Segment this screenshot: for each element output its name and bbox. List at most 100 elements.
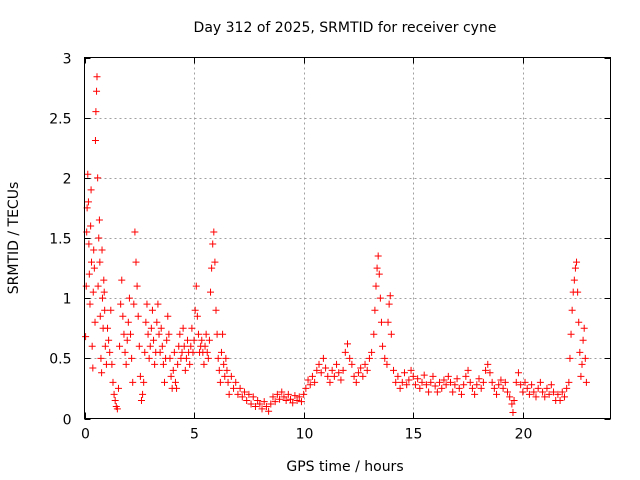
- data-point: [97, 354, 105, 362]
- data-point: [488, 378, 496, 386]
- data-point: [477, 384, 485, 392]
- data-point: [348, 360, 356, 368]
- data-point: [87, 222, 95, 230]
- data-point: [503, 388, 511, 396]
- data-point: [368, 348, 376, 356]
- data-point: [192, 282, 200, 290]
- data-point: [525, 390, 533, 398]
- data-point: [431, 382, 439, 390]
- data-point: [155, 330, 163, 338]
- data-point: [453, 375, 461, 383]
- data-point: [293, 396, 301, 404]
- data-point: [232, 378, 240, 386]
- data-point: [575, 318, 583, 326]
- data-point: [212, 306, 220, 314]
- data-point: [88, 342, 96, 350]
- data-point: [114, 384, 122, 392]
- data-point: [164, 312, 172, 320]
- data-point: [223, 366, 231, 374]
- data-point: [282, 396, 290, 404]
- data-point: [372, 282, 380, 290]
- data-point: [471, 390, 479, 398]
- data-point: [394, 372, 402, 380]
- data-point: [96, 258, 104, 266]
- data-point: [464, 366, 472, 374]
- data-point: [134, 312, 142, 320]
- y-tick-label: 0: [63, 413, 72, 429]
- data-point: [580, 324, 588, 332]
- data-point: [225, 390, 233, 398]
- data-point: [304, 376, 312, 384]
- data-point: [563, 384, 571, 392]
- x-axis-title: GPS time / hours: [286, 459, 403, 475]
- data-point: [574, 288, 582, 296]
- data-point: [300, 390, 308, 398]
- data-point: [328, 366, 336, 374]
- data-point: [390, 366, 398, 374]
- data-point: [118, 276, 126, 284]
- y-axis-title: SRMTID / TECUs: [6, 182, 22, 295]
- x-tick-label: 20: [515, 427, 533, 443]
- data-point: [337, 376, 345, 384]
- data-point: [271, 398, 279, 406]
- data-point: [194, 330, 202, 338]
- data-point: [150, 336, 158, 344]
- data-point: [148, 306, 156, 314]
- data-point: [167, 372, 175, 380]
- data-point: [87, 186, 95, 194]
- data-point: [101, 342, 109, 350]
- data-point: [90, 246, 98, 254]
- data-point: [171, 378, 179, 386]
- data-point: [131, 228, 139, 236]
- data-point: [335, 369, 343, 377]
- data-point: [127, 330, 135, 338]
- data-point: [132, 258, 140, 266]
- data-point: [420, 371, 428, 379]
- data-point: [409, 372, 417, 380]
- data-point: [189, 348, 197, 356]
- data-point: [124, 318, 132, 326]
- data-point: [247, 400, 255, 408]
- data-point: [95, 216, 103, 224]
- data-point: [512, 378, 520, 386]
- data-point: [284, 390, 292, 398]
- data-point: [100, 276, 108, 284]
- data-point: [224, 378, 232, 386]
- data-point: [495, 381, 503, 389]
- data-point: [116, 342, 124, 350]
- data-point: [534, 384, 542, 392]
- data-point: [89, 288, 97, 296]
- data-point: [262, 402, 270, 410]
- data-point: [375, 270, 383, 278]
- data-point: [245, 390, 253, 398]
- data-point: [497, 376, 505, 384]
- data-point: [98, 369, 106, 377]
- data-point: [506, 393, 514, 401]
- data-point: [95, 234, 103, 242]
- data-point: [319, 354, 327, 362]
- data-point: [117, 300, 125, 308]
- data-point: [346, 354, 354, 362]
- data-point: [444, 372, 452, 380]
- data-point: [273, 390, 281, 398]
- data-point: [153, 318, 161, 326]
- data-point: [400, 369, 408, 377]
- data-point: [166, 354, 174, 362]
- data-point: [145, 354, 153, 362]
- data-point: [129, 378, 137, 386]
- data-point: [386, 292, 394, 300]
- data-point: [560, 393, 568, 401]
- data-point: [108, 360, 116, 368]
- data-point: [216, 378, 224, 386]
- data-point: [187, 342, 195, 350]
- data-point: [159, 360, 167, 368]
- data-point: [344, 340, 351, 348]
- data-point: [490, 384, 498, 392]
- y-tick-label: 2: [63, 172, 72, 188]
- data-point: [514, 369, 522, 377]
- data-point: [141, 348, 149, 356]
- data-point: [418, 378, 426, 386]
- data-point: [238, 393, 246, 401]
- data-point: [313, 366, 321, 374]
